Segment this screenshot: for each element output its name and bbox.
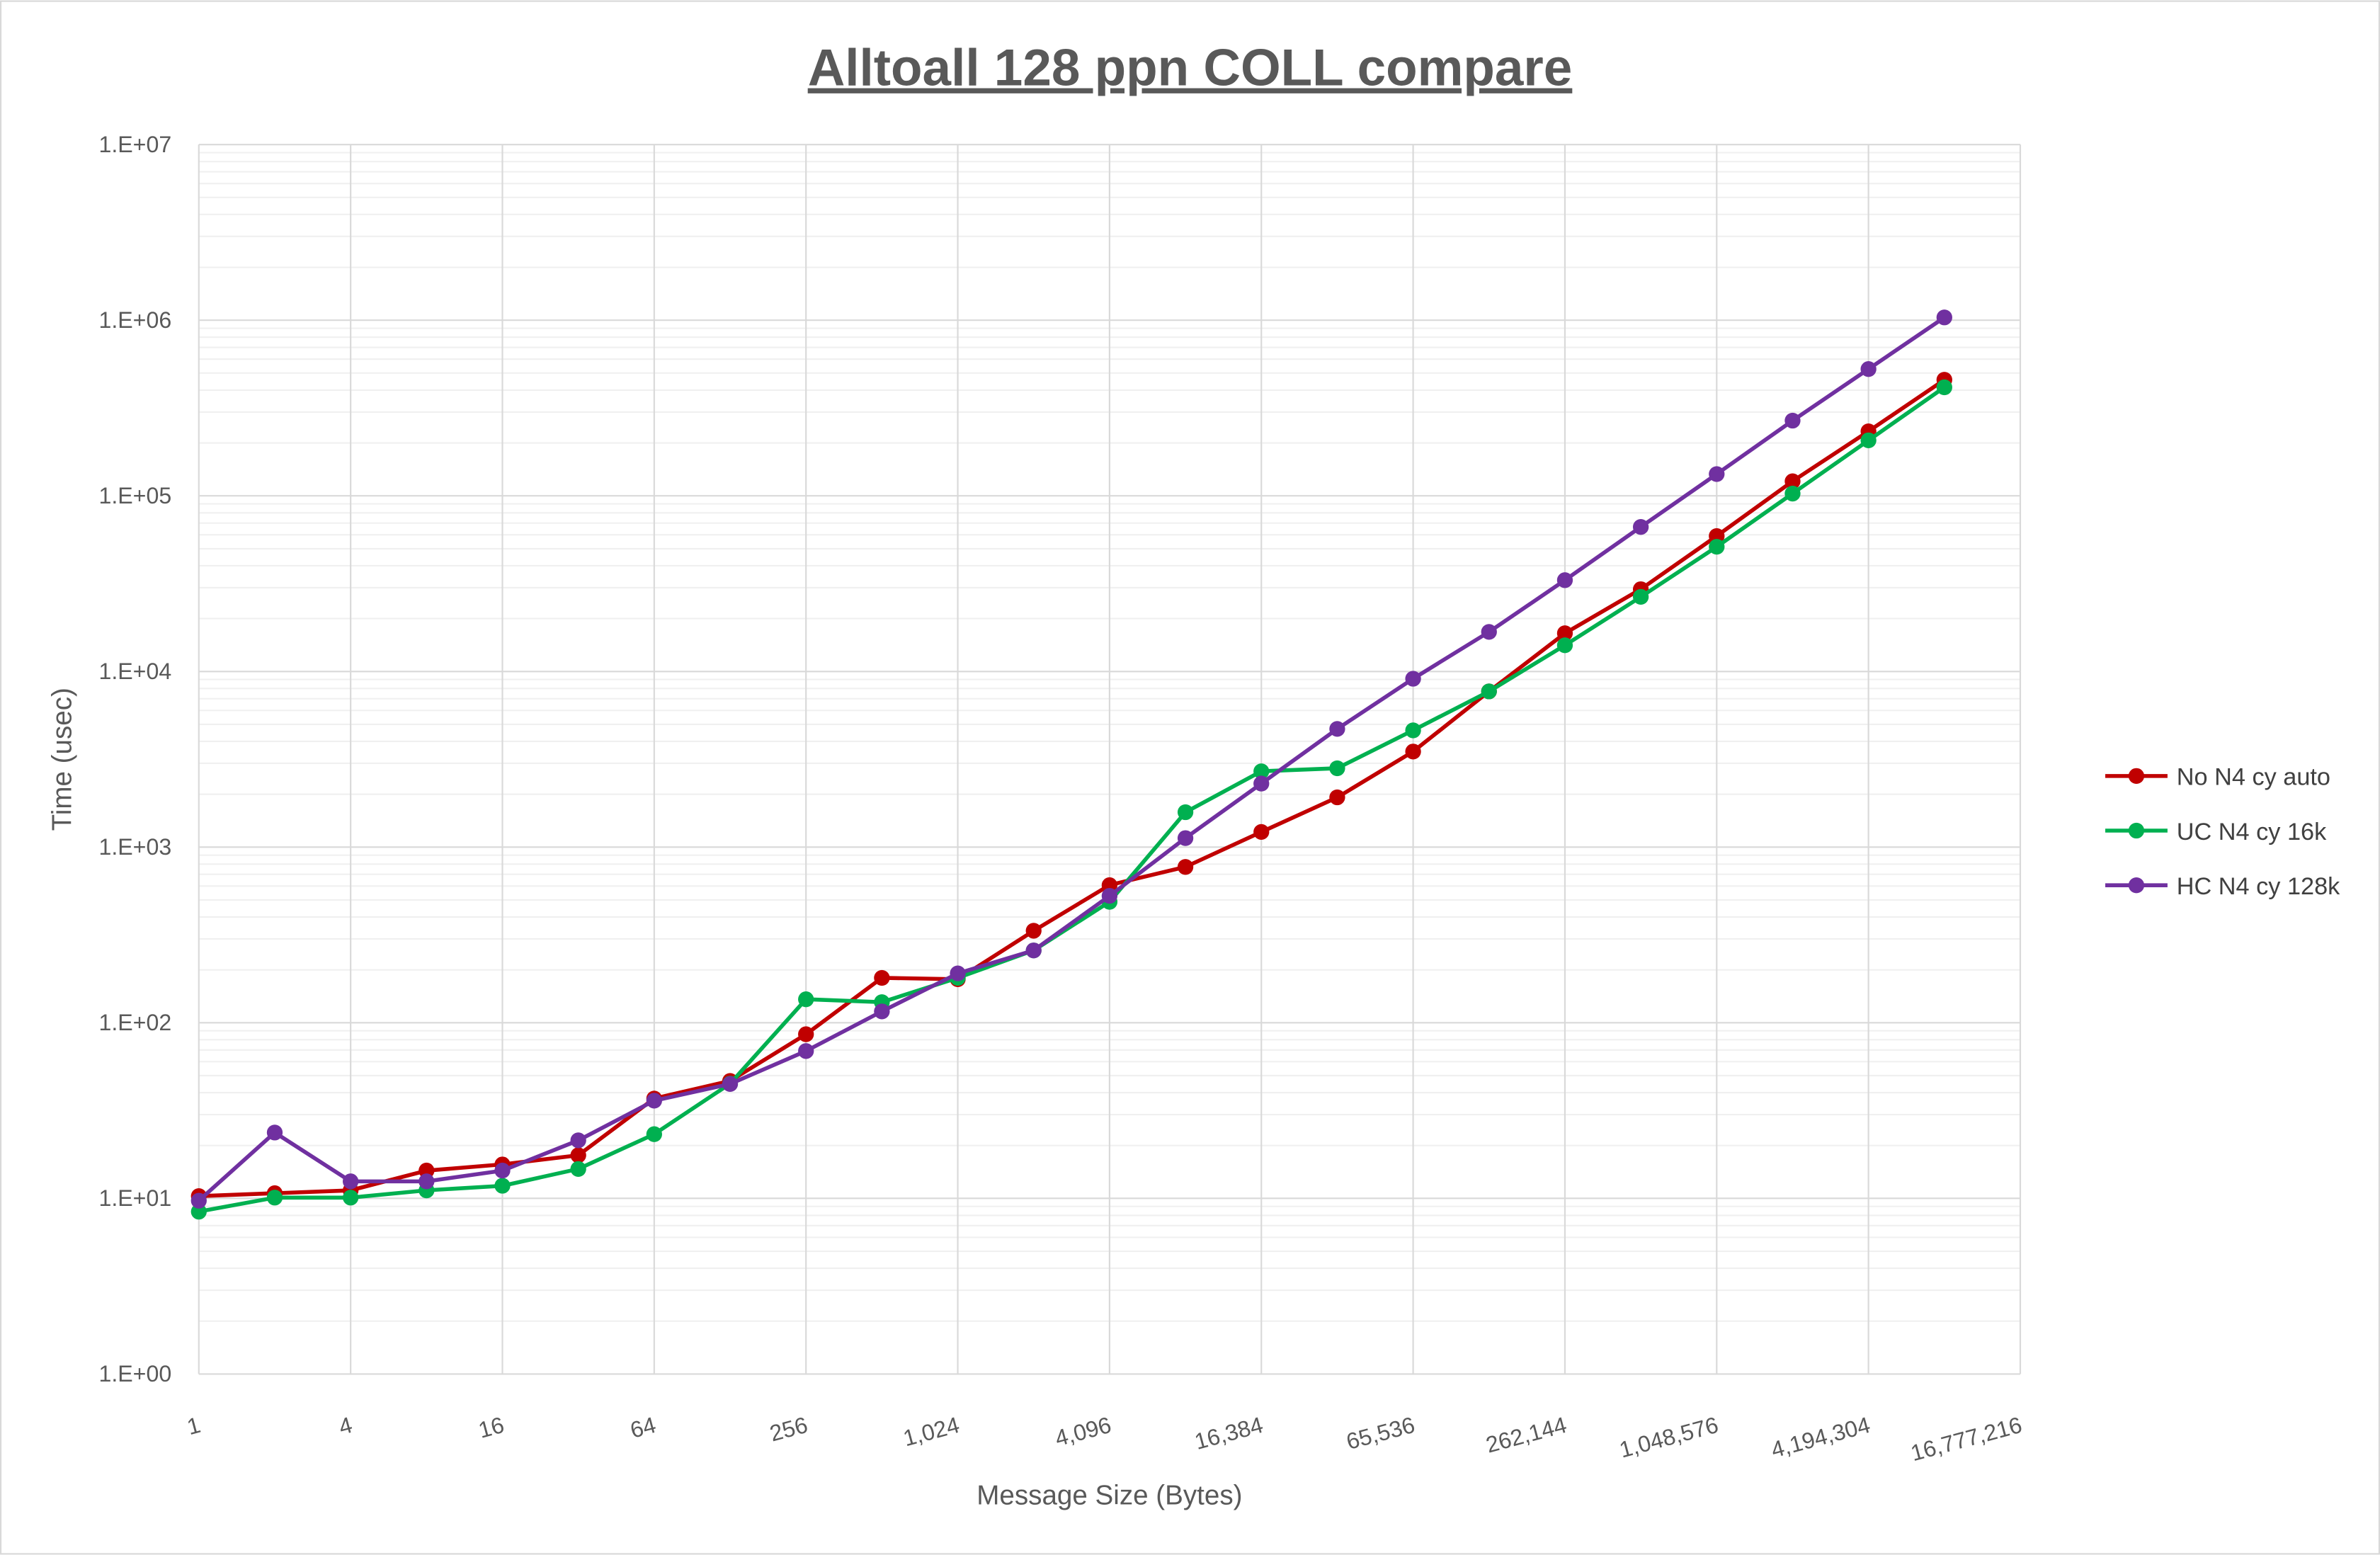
data-point [419, 1162, 435, 1179]
x-tick-label: 16 [476, 1412, 507, 1443]
data-point [722, 1076, 739, 1092]
series-line [198, 385, 1946, 1214]
data-point [1405, 671, 1421, 687]
data-point [646, 1126, 662, 1142]
legend-item: UC N4 cy 16k [2105, 819, 2327, 845]
data-point [343, 1190, 359, 1206]
data-point [494, 1162, 511, 1179]
data-point [1101, 887, 1118, 904]
data-point [874, 969, 890, 986]
y-tick-label: 1.E+07 [98, 132, 171, 157]
data-point [1784, 485, 1801, 502]
data-point [1025, 942, 1042, 959]
data-point [1860, 432, 1877, 449]
x-axis-title: Message Size (Bytes) [977, 1481, 1242, 1511]
legend-item: HC N4 cy 128k [2105, 873, 2340, 900]
data-point [1556, 625, 1573, 642]
y-tick-label: 1.E+02 [98, 1010, 171, 1035]
series-line [198, 378, 1946, 1198]
data-point [1177, 804, 1194, 821]
data-point [1405, 722, 1421, 739]
data-point [1253, 824, 1270, 841]
y-tick-label: 1.E+04 [98, 659, 171, 684]
chart-title: Alltoall 128 ppn COLL compare [808, 40, 1573, 97]
data-point [1329, 789, 1345, 806]
data-point [1632, 519, 1649, 535]
y-tick-label: 1.E+06 [98, 307, 171, 333]
data-point [1784, 412, 1801, 429]
y-axis-title: Time (usec) [47, 688, 78, 831]
series-group [190, 309, 1952, 1220]
data-point [1936, 309, 1952, 326]
data-point [570, 1132, 586, 1149]
data-point [1556, 637, 1573, 654]
data-point [1253, 763, 1270, 780]
data-point [1556, 572, 1573, 588]
legend-marker [2128, 877, 2145, 894]
data-point [1329, 721, 1345, 737]
data-point [1329, 760, 1345, 777]
data-point [570, 1161, 586, 1178]
gridlines [198, 144, 2022, 1375]
data-point [1784, 473, 1801, 489]
data-point [1709, 538, 1725, 555]
series-hc-n4-cy-128k [190, 309, 1952, 1209]
data-point [190, 1192, 207, 1209]
legend-marker [2128, 768, 2145, 785]
data-point [1405, 744, 1421, 760]
data-point [1936, 379, 1952, 396]
data-point [1481, 683, 1497, 700]
data-point [950, 965, 966, 981]
data-point [1860, 361, 1877, 377]
legend-label: HC N4 cy 128k [2177, 873, 2340, 900]
data-point [646, 1093, 662, 1109]
data-point [494, 1178, 511, 1194]
x-tick-label: 64 [627, 1412, 659, 1443]
data-point [1632, 588, 1649, 605]
legend-item: No N4 cy auto [2105, 764, 2330, 791]
data-point [798, 1026, 814, 1042]
legend-label: No N4 cy auto [2177, 764, 2330, 791]
y-tick-label: 1.E+05 [98, 483, 171, 508]
data-point [266, 1190, 283, 1206]
data-point [266, 1124, 283, 1141]
series-line [197, 316, 1946, 1202]
data-point [419, 1173, 435, 1190]
data-point [1709, 466, 1725, 482]
series-uc-n4-cy-16k [190, 379, 1952, 1220]
y-tick-label: 1.E+03 [98, 834, 171, 860]
data-point [190, 1203, 207, 1220]
data-point [570, 1147, 586, 1163]
data-point [798, 991, 814, 1008]
data-point [1177, 859, 1194, 875]
legend: No N4 cy auto UC N4 cy 16k HC N4 cy 128k [2105, 764, 2340, 900]
y-tick-label: 1.E+01 [98, 1185, 171, 1211]
legend-marker [2128, 822, 2145, 839]
y-tick-label: 1.E+00 [98, 1361, 171, 1386]
legend-label: UC N4 cy 16k [2177, 819, 2327, 845]
data-point [1481, 624, 1497, 640]
data-point [1253, 775, 1270, 792]
data-point [343, 1173, 359, 1190]
data-point [1177, 830, 1194, 846]
data-point [798, 1043, 814, 1059]
data-point [1025, 923, 1042, 939]
data-point [874, 1003, 890, 1020]
y-axis-ticks: 1.E+00 1.E+01 1.E+02 1.E+03 1.E+04 1.E+05 1.E+… [98, 132, 171, 1386]
